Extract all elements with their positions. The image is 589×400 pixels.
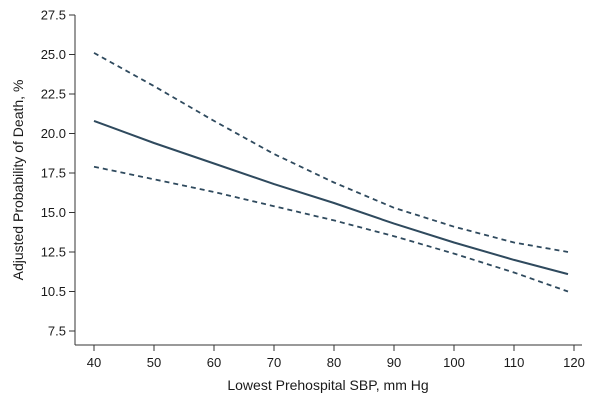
series-line-upper-bound [93, 52, 569, 253]
x-tick-label: 120 [563, 355, 585, 370]
x-tick-label: 110 [504, 355, 525, 370]
x-axis-ticks: 40 50 60 70 80 90 100 110 120 [87, 345, 585, 370]
series-layer [93, 52, 569, 293]
x-axis-title: Lowest Prehospital SBP, mm Hg [227, 377, 428, 393]
x-tick-label: 80 [327, 355, 341, 370]
y-tick-label: 10.5 [41, 284, 66, 299]
y-tick-label: 20.0 [41, 126, 66, 141]
series-line-lower-bound [93, 165, 569, 293]
y-tick-label: 17.5 [41, 166, 66, 181]
x-tick-label: 100 [443, 355, 465, 370]
y-tick-label: 12.5 [41, 245, 66, 260]
y-axis-title: Adjusted Probability of Death, % [10, 80, 26, 281]
series-line-estimate [93, 119, 569, 276]
y-tick-label: 27.5 [41, 8, 66, 23]
x-tick-label: 90 [387, 355, 401, 370]
x-tick-label: 60 [207, 355, 221, 370]
y-axis-ticks: 7.5 10.5 12.5 15.0 17.5 20.0 22.5 25.0 27.5 [41, 8, 75, 339]
y-tick-label: 15.0 [41, 205, 66, 220]
y-tick-label: 25.0 [41, 47, 66, 62]
y-tick-label: 22.5 [41, 87, 66, 102]
x-tick-label: 50 [147, 355, 161, 370]
y-tick-label: 7.5 [48, 324, 66, 339]
x-tick-label: 40 [87, 355, 101, 370]
x-tick-label: 70 [267, 355, 281, 370]
